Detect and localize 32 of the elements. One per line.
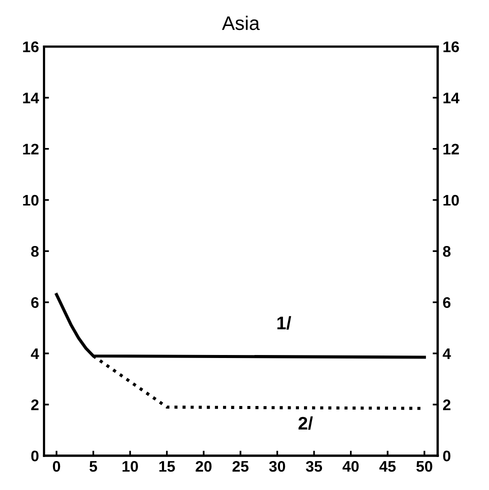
- y-tick-label: 6: [31, 297, 39, 308]
- y-tick-label: 12: [23, 144, 39, 154]
- x-tick-label: 5: [90, 461, 98, 472]
- y-tick-label: 14: [23, 92, 40, 104]
- y2-tick-label: 16: [443, 41, 459, 52]
- y2-tick-label: 6: [443, 297, 450, 308]
- y2-tick-label: 2: [443, 399, 450, 410]
- x-tick-label: 25: [232, 460, 249, 472]
- y2-tick-label: 12: [443, 144, 459, 154]
- x-tick-label: 40: [342, 460, 359, 472]
- y-tick-label: 16: [23, 41, 39, 52]
- annotation: 1/: [277, 316, 292, 330]
- x-tick-label: 30: [269, 460, 286, 472]
- x-tick-label: 10: [122, 460, 138, 472]
- x-tick-label: 45: [379, 461, 396, 472]
- y-tick-label: 2: [31, 399, 39, 410]
- y2-tick-label: 4: [442, 348, 451, 359]
- y2-tick-label: 14: [443, 92, 460, 104]
- annotation: 2/: [298, 416, 313, 430]
- y2-tick-label: 8: [443, 246, 451, 257]
- x-tick-label: 20: [196, 460, 212, 472]
- x-tick-label: 35: [306, 460, 322, 472]
- y-tick-label: 10: [23, 194, 39, 206]
- y2-tick-label: 0: [443, 450, 450, 462]
- y-tick-label: 0: [31, 450, 39, 462]
- x-tick-label: 15: [159, 461, 175, 472]
- x-tick-label: 50: [416, 460, 432, 472]
- y-tick-label: 8: [31, 246, 39, 257]
- y2-tick-label: 10: [443, 194, 459, 206]
- y-tick-label: 4: [30, 348, 40, 359]
- x-tick-label: 0: [52, 460, 60, 472]
- chart-title: Asia: [222, 16, 260, 30]
